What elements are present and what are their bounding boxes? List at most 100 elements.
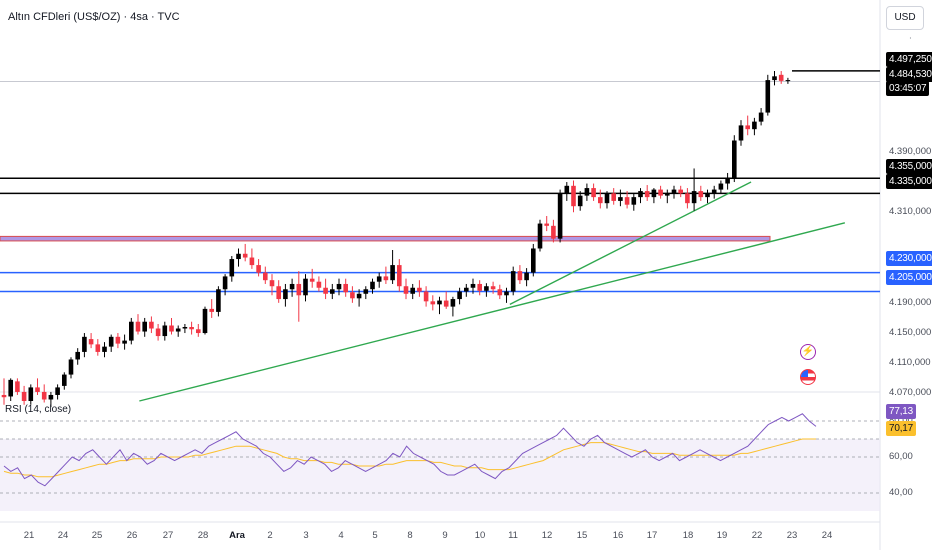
candle (330, 283, 335, 300)
candle (229, 256, 235, 282)
candle-body (202, 308, 208, 334)
candle-body (68, 359, 74, 375)
candle (510, 266, 516, 296)
candle (15, 378, 20, 395)
candle (356, 289, 362, 307)
candle (678, 185, 683, 198)
time-tick-label: 22 (751, 530, 763, 541)
candle-body (222, 276, 228, 290)
candle (249, 248, 255, 269)
trend-line-short (509, 181, 752, 305)
candle (129, 317, 134, 345)
candle (718, 180, 724, 194)
candle-body (504, 291, 509, 296)
candle-body (557, 193, 563, 239)
candle (410, 283, 415, 300)
price-tick-label: 4.150,000 (889, 327, 932, 339)
candle-body (497, 289, 503, 296)
currency-selector[interactable]: USD (886, 6, 924, 30)
candle-body (537, 223, 543, 249)
candle-body (778, 74, 784, 81)
candle (504, 287, 509, 303)
candle (631, 193, 637, 211)
candle (477, 280, 482, 296)
candle-body (611, 193, 616, 201)
rsi-title: RSI (14, close) (5, 404, 72, 415)
candle-body (618, 197, 623, 201)
candle (209, 299, 214, 318)
rsi-ma-line (3, 438, 816, 478)
price-label-pill: 4.355,000 (886, 159, 932, 174)
candle (102, 342, 107, 358)
candle (598, 189, 603, 209)
candle (772, 71, 777, 86)
rsi-label-pill: 77,13 (886, 404, 917, 419)
candle-body (155, 328, 161, 337)
candle (363, 286, 369, 300)
candle (624, 191, 630, 209)
candle (484, 283, 489, 297)
candle-body (363, 289, 369, 294)
candle-body (423, 291, 429, 302)
us-flag-icon[interactable] (800, 369, 816, 385)
candle (537, 219, 543, 252)
price-tick-label: 4.110,000 (889, 357, 931, 369)
chart-title: Altın CFDleri (US$/OZ) · 4sa · TVC (8, 11, 180, 23)
candle-body (8, 379, 13, 397)
candle-body (289, 283, 295, 290)
time-tick-label: 4 (338, 530, 344, 541)
candle-body (209, 308, 214, 312)
zone-rect (0, 235, 771, 242)
candle-body (343, 283, 348, 293)
candle-body (691, 191, 697, 204)
candle (557, 189, 563, 243)
candle (115, 333, 121, 349)
rsi-series (3, 413, 817, 487)
candle (778, 71, 784, 84)
rsi-label-pill: 70,17 (886, 421, 917, 436)
candle-body (296, 283, 302, 296)
candle-body (229, 259, 235, 277)
candle (182, 323, 188, 334)
candle-body (591, 188, 596, 198)
candle (222, 274, 228, 296)
candle-body (102, 346, 107, 352)
candle (591, 183, 596, 201)
three-dots-icon[interactable]: ⋅ (909, 33, 912, 43)
candle (390, 249, 395, 284)
lightning-icon[interactable]: ⚡ (800, 344, 816, 360)
candle (55, 384, 60, 400)
candle-body (718, 183, 724, 190)
price-label-pill: 4.484,530 (886, 67, 932, 82)
candle (383, 266, 389, 284)
trend-lines (139, 181, 846, 402)
candle-body (745, 125, 750, 130)
candle (155, 323, 161, 341)
candle (82, 333, 87, 358)
candle-body (162, 325, 168, 337)
candle (705, 189, 710, 204)
candle (658, 185, 663, 199)
candle-body (82, 336, 87, 352)
candle (283, 283, 288, 307)
candle-body (705, 193, 710, 198)
candle-body (129, 321, 134, 341)
candle-body (470, 283, 476, 288)
time-tick-label: 18 (682, 530, 694, 541)
candle-body (1, 394, 7, 398)
candle-body (283, 289, 288, 300)
price-tick-label: 4.070,000 (889, 387, 932, 399)
candle-body (75, 351, 80, 360)
candlestick-series (1, 71, 791, 408)
candle-body (309, 278, 315, 282)
candle (564, 182, 570, 201)
candle (752, 117, 757, 136)
candle (765, 74, 771, 116)
candle-body (604, 193, 610, 204)
candle-body (48, 394, 54, 400)
candle (671, 185, 677, 199)
candle (443, 291, 449, 309)
time-tick-label: 10 (474, 530, 486, 541)
time-tick-label: 16 (612, 530, 624, 541)
